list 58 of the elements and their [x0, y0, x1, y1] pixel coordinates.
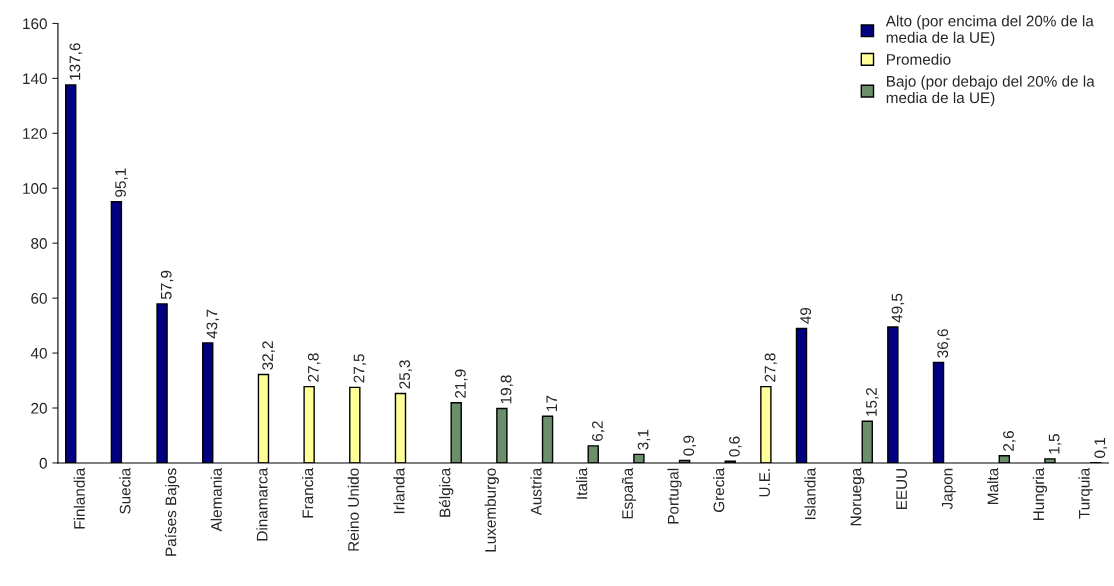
data-label: 15,2 [866, 388, 879, 416]
x-tick-label: Reino Unido [347, 468, 359, 551]
data-label: 3,1 [637, 429, 651, 450]
y-tick-label: 20 [31, 402, 47, 414]
x-tick-label: Hungria [1032, 467, 1048, 521]
data-label: 0,9 [683, 435, 696, 456]
data-label: 32,2 [262, 341, 275, 370]
x-tick-label: Turquia [1078, 467, 1093, 519]
y-tick-label: 0 [39, 457, 47, 469]
x-tick-label: Irlanda [393, 467, 405, 514]
x-tick-label: Alemania [210, 467, 222, 532]
data-label: 49,5 [891, 293, 905, 323]
data-label: 19,8 [500, 375, 514, 404]
data-label: 6,2 [591, 421, 605, 441]
data-label: 1,5 [1048, 434, 1062, 454]
x-tick-label: Islandia [804, 467, 816, 520]
data-label: 49 [800, 307, 812, 324]
data-label: 0,1 [1094, 438, 1108, 458]
y-tick-label: 140 [23, 73, 47, 85]
x-tick-label: Noruega [850, 467, 865, 526]
x-tick-label: Austria [530, 467, 542, 516]
data-label: 43,7 [206, 309, 220, 339]
x-tick-label: U.E. [759, 469, 770, 497]
x-tick-label: Luxemburgo [484, 468, 499, 552]
data-label: 27,8 [307, 353, 321, 382]
x-tick-label: Suecia [119, 467, 131, 514]
data-label: 2,6 [1003, 431, 1016, 451]
data-label: 27,5 [353, 354, 367, 383]
x-tick-label: Italia [576, 467, 588, 499]
legend-label: Promedio [887, 53, 951, 65]
x-tick-label: España [621, 467, 636, 519]
x-tick-label: Japon [942, 468, 956, 510]
legend-label: Bajo (por debajo del 20% de la media de la UE) [886, 75, 1095, 107]
y-tick-label: 100 [23, 183, 47, 194]
x-tick-label: Grecia [713, 467, 725, 513]
data-label: 25,3 [399, 360, 412, 389]
data-label: 57,9 [160, 270, 174, 300]
data-label: 21,9 [454, 369, 468, 398]
data-label: 27,8 [764, 353, 778, 382]
x-tick-label: EEUU [896, 468, 907, 509]
y-tick-label: 60 [31, 293, 47, 304]
y-tick-label: 160 [23, 18, 47, 30]
legend-label: Alto (por encima del 20% de la media de la UE) [885, 15, 1094, 46]
x-tick-label: Francia [302, 467, 314, 518]
x-tick-label: Bélgica [438, 467, 454, 517]
data-label: 17 [546, 395, 557, 411]
x-tick-label: Dinamarca [256, 467, 268, 541]
x-tick-label: Portugal [667, 468, 682, 524]
x-tick-label: Finlandia [73, 467, 85, 529]
data-label: 95,1 [115, 168, 128, 197]
data-label: 137,6 [69, 43, 83, 80]
x-tick-label: Malta [987, 467, 999, 504]
data-label: 0,6 [729, 436, 742, 457]
y-tick-label: 40 [30, 347, 47, 359]
y-tick-label: 120 [23, 128, 47, 139]
y-tick-label: 80 [31, 238, 47, 249]
x-tick-label: Países Bajos [164, 468, 180, 556]
data-label: 36,6 [937, 329, 950, 358]
